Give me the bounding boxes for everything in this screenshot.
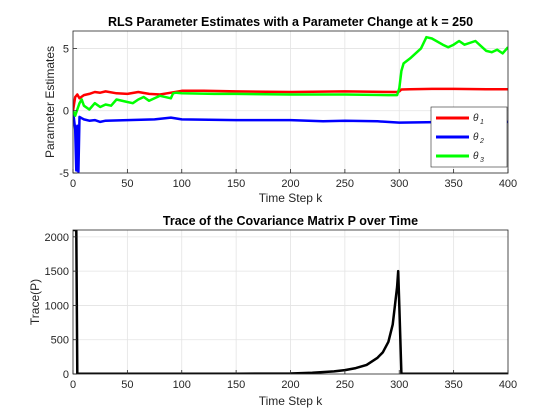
x-tick-label: 0 [70, 178, 76, 190]
series-line-1 [73, 87, 508, 111]
x-tick-label: 150 [227, 379, 245, 391]
y-axis-label: Trace(P) [28, 279, 42, 325]
x-tick-label: 100 [173, 379, 191, 391]
x-tick-label: 400 [499, 178, 517, 190]
y-axis-label: Parameter Estimates [43, 46, 57, 158]
y-tick-label: -5 [59, 168, 69, 180]
x-tick-label: 250 [336, 178, 354, 190]
parameter-estimates-axes: 0 50 100 150 200 250 300 350 400-505 RLS Paramet… [43, 15, 517, 205]
legend-symbol: θ [473, 151, 479, 162]
x-tick-label: 200 [281, 379, 299, 391]
y-tick-label: 0 [63, 369, 69, 381]
series-layer [73, 35, 508, 173]
covariance-trace-axes: 0 50 100 150 200 250 300 350 400 0 500 1000 1500 2000… [28, 214, 517, 408]
x-tick-label: 50 [121, 178, 133, 190]
x-tick-label: 350 [444, 178, 462, 190]
x-tick-label: 50 [121, 379, 133, 391]
x-tick-label: 150 [227, 178, 245, 190]
legend-item-theta-2: θ 2 [436, 132, 484, 145]
legend: θ 1 θ 2 θ 3 [430, 106, 508, 168]
legend-subscript: 3 [480, 157, 484, 164]
y-tick-label: 0 [63, 106, 69, 118]
series-line-3 [73, 35, 508, 117]
chart-title: Trace of the Covariance Matrix P over Ti… [163, 214, 418, 228]
tick-labels: 0 50 100 150 200 250 300 350 400 0 500 1000 1500 2000 [45, 232, 518, 391]
x-tick-label: 300 [390, 379, 408, 391]
y-tick-label: 2000 [45, 232, 69, 244]
legend-symbol: θ [473, 113, 479, 124]
x-tick-label: 200 [281, 178, 299, 190]
x-tick-label: 350 [444, 379, 462, 391]
x-tick-label: 250 [336, 379, 354, 391]
x-tick-label: 400 [499, 379, 517, 391]
x-tick-label: 300 [390, 178, 408, 190]
legend-subscript: 2 [479, 138, 484, 145]
legend-subscript: 1 [480, 119, 484, 126]
legend-item-theta-1: θ 1 [436, 113, 484, 126]
y-tick-label: 1500 [45, 266, 69, 278]
legend-symbol: θ [473, 132, 479, 143]
series-line-2 [73, 110, 508, 173]
legend-item-theta-3: θ 3 [436, 151, 484, 164]
x-tick-label: 0 [70, 379, 76, 391]
x-axis-label: Time Step k [259, 394, 324, 408]
chart-title: RLS Parameter Estimates with a Parameter… [108, 15, 473, 29]
x-axis-label: Time Step k [259, 191, 324, 205]
tick-labels: 0 50 100 150 200 250 300 350 400-505 [59, 43, 517, 190]
x-tick-label: 100 [173, 178, 191, 190]
y-tick-label: 500 [51, 335, 69, 347]
y-tick-label: 1000 [45, 300, 69, 312]
y-tick-label: 5 [63, 43, 69, 55]
